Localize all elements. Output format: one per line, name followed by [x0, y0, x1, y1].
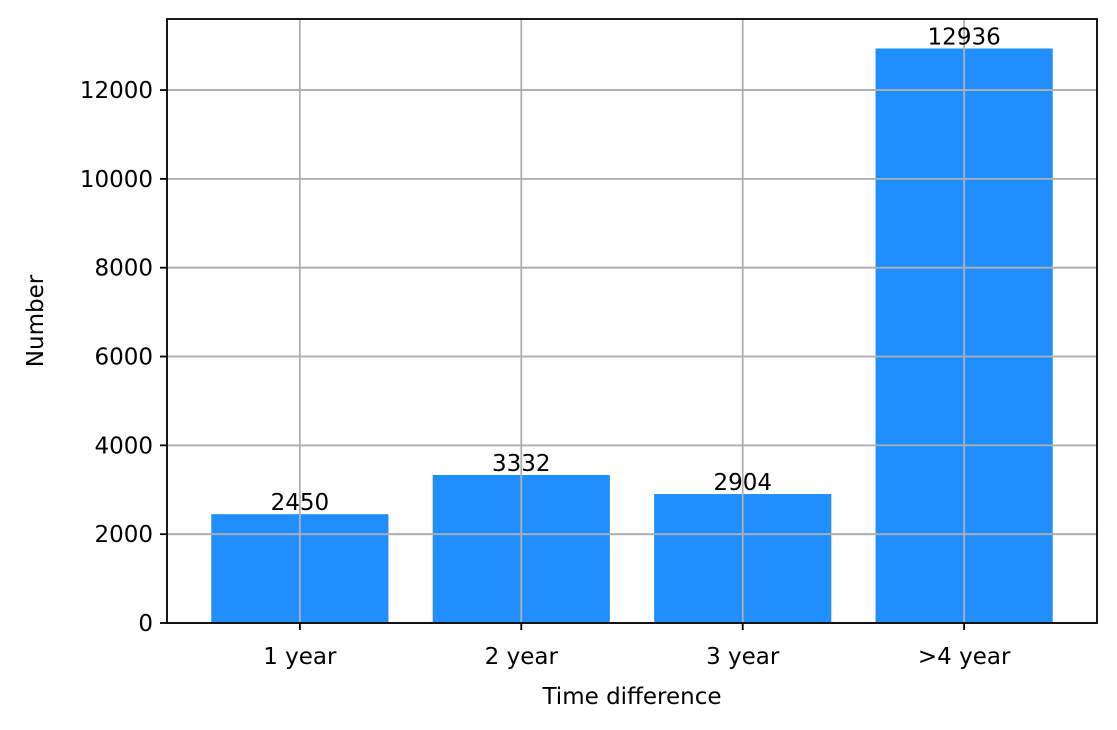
- x-axis-ticks: 1 year 2 year 3 year >4 year: [263, 623, 1011, 670]
- x-tick-label: 1 year: [263, 644, 337, 670]
- y-tick-label: 2000: [94, 522, 153, 548]
- bar-value-label: 3332: [492, 451, 551, 477]
- y-tick-label: 12000: [80, 78, 153, 104]
- y-tick-label: 6000: [94, 345, 153, 371]
- x-tick-label: >4 year: [918, 644, 1011, 670]
- bar-value-label: 2450: [271, 490, 330, 516]
- y-tick-label: 8000: [94, 256, 153, 282]
- y-axis-label: Number: [23, 274, 49, 367]
- y-axis-ticks: 0 2000 4000 6000 8000 10000 12000: [80, 78, 167, 637]
- bars-layer: [167, 48, 1097, 624]
- bar-value-label: 12936: [928, 24, 1001, 50]
- y-tick-label: 0: [138, 611, 153, 637]
- data-labels-layer: 2450 3332 2904 12936: [271, 24, 1001, 516]
- y-tick-label: 10000: [80, 167, 153, 193]
- plot-frame: [166, 18, 1098, 624]
- x-tick-label: 2 year: [485, 644, 559, 670]
- x-axis-label: Time difference: [541, 684, 721, 710]
- x-tick-label: 3 year: [706, 644, 780, 670]
- y-tick-label: 4000: [94, 433, 153, 459]
- bar-value-label: 2904: [713, 470, 772, 496]
